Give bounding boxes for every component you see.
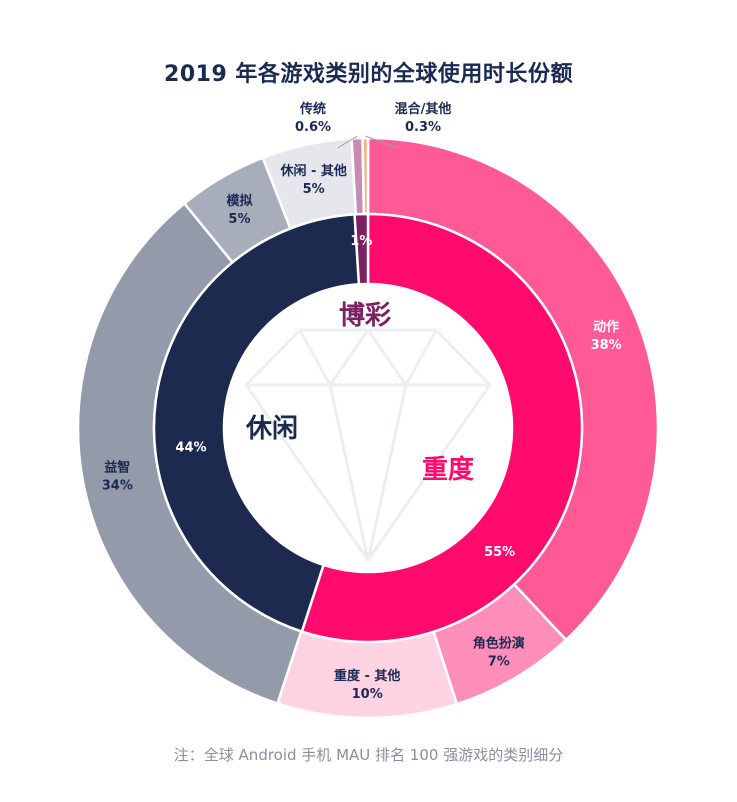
label-casual-other: 休闲 - 其他 (279, 163, 346, 179)
value-heavy: 55% (484, 545, 515, 560)
outer-ring (76, 136, 660, 720)
inner-slice-heavy (300, 212, 584, 644)
outer-slice-mixed-other (361, 136, 370, 216)
value-casino: 1% (350, 234, 372, 249)
center-label-casual: 休闲 (245, 414, 298, 444)
inner-slice-casual (152, 213, 361, 634)
diamond-watermark-icon (244, 327, 492, 563)
value-simulation: 5% (228, 212, 250, 227)
footnote: 注：全球 Android 手机 MAU 排名 100 强游戏的类别细分 (173, 746, 564, 764)
value-mixed-other: 0.3% (405, 120, 441, 135)
value-casual: 44% (175, 441, 206, 456)
label-mixed-other: 混合/其他 (395, 101, 452, 117)
value-casual-other: 5% (303, 182, 325, 197)
center-label-heavy: 重度 (422, 454, 474, 485)
inner-ring (152, 212, 584, 644)
label-traditional: 传统 (299, 101, 326, 117)
value-heavy-other: 10% (352, 687, 383, 702)
value-action: 38% (591, 338, 622, 353)
leader-line-mixed-other (365, 135, 399, 149)
label-heavy-other: 重度 - 其他 (334, 668, 400, 684)
chart-title: 2019 年各游戏类别的全球使用时长份额 (164, 62, 573, 87)
value-puzzle: 34% (102, 479, 133, 494)
leader-line-traditional (337, 135, 358, 149)
label-action: 动作 (593, 319, 619, 335)
value-rpg: 7% (488, 654, 510, 669)
value-traditional: 0.6% (295, 120, 331, 135)
label-simulation: 模拟 (226, 193, 252, 209)
label-rpg: 角色扮演 (473, 635, 525, 651)
label-puzzle: 益智 (104, 460, 130, 476)
slice-labels: 动作 38% 角色扮演 7% 重度 - 其他 10% 益智 34% 模拟 5% 休闲 - 其他 5% 传… (102, 101, 622, 702)
inner-slice-casino (353, 212, 370, 286)
center-label-casino: 博彩 (339, 301, 391, 331)
